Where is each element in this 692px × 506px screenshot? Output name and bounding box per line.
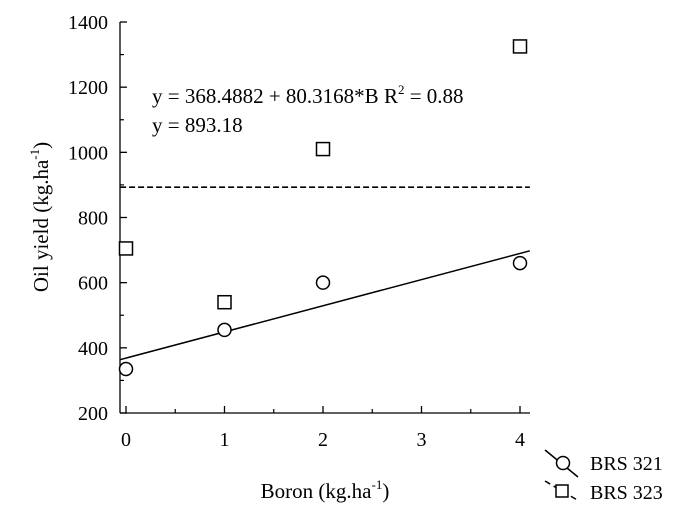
x-tick-label: 0: [121, 429, 131, 451]
y-tick-label: 200: [78, 403, 108, 425]
point-brs-321: [512, 255, 528, 271]
legend-line-brs-323: [544, 480, 580, 502]
point-brs-321: [315, 275, 331, 290]
x-axis-label: Boron (kg.ha-1): [261, 477, 390, 503]
point-brs-323: [217, 294, 232, 310]
data-points: [118, 39, 528, 377]
point-brs-321: [217, 322, 232, 338]
y-tick-label: 1200: [68, 77, 108, 99]
legend: BRS 321 BRS 323: [544, 449, 663, 504]
equation-brs-323: y = 893.18: [152, 113, 243, 137]
y-ticks: 200 400 600 800 1000 1200 1400: [68, 12, 127, 425]
point-brs-323: [118, 241, 134, 256]
legend-label-brs-321: BRS 321: [590, 453, 663, 475]
x-tick-label: 1: [220, 429, 230, 451]
x-tick-label: 4: [515, 429, 525, 451]
fit-line-brs-321: [119, 250, 531, 361]
x-tick-label: 2: [318, 429, 328, 451]
legend-label-brs-323: BRS 323: [590, 482, 663, 504]
legend-marker-brs-323: [555, 484, 569, 498]
point-brs-323: [512, 39, 528, 54]
legend-marker-brs-321: [555, 455, 571, 471]
y-tick-label: 600: [78, 273, 108, 295]
y-axis-label: Oil yield (kg.ha-1): [27, 142, 53, 292]
y-tick-label: 1400: [68, 12, 108, 34]
y-tick-label: 800: [78, 208, 108, 230]
legend-item-brs-323: BRS 323: [544, 480, 663, 504]
equation-brs-321: y = 368.4882 + 80.3168*B R2 = 0.88: [152, 82, 464, 108]
point-brs-321: [118, 361, 134, 377]
y-tick-label: 1000: [68, 142, 108, 164]
point-brs-323: [315, 141, 331, 157]
x-ticks: 0 1 2 3 4: [121, 406, 525, 451]
legend-item-brs-321: BRS 321: [544, 449, 663, 478]
y-tick-label: 400: [78, 338, 108, 360]
x-tick-label: 3: [417, 429, 427, 451]
